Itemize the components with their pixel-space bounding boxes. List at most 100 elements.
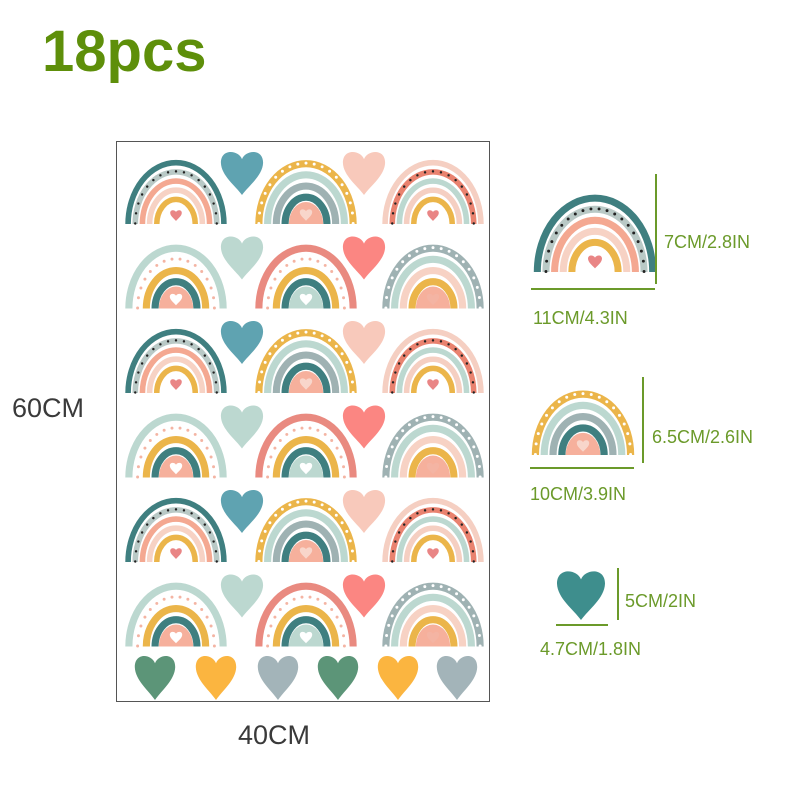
rainbow-dot xyxy=(260,370,264,374)
rainbow-dot xyxy=(136,644,140,648)
rainbow-dot xyxy=(391,550,395,553)
rainbow-dot xyxy=(137,371,140,374)
rainbow-dot xyxy=(339,624,343,628)
rainbow-dot xyxy=(465,193,469,196)
sheet-width-label: 40CM xyxy=(238,720,311,750)
rainbow-dot xyxy=(626,432,630,436)
rainbow-band xyxy=(399,436,467,478)
rainbow-band xyxy=(568,239,622,273)
rainbow-dot xyxy=(323,432,327,436)
rainbow-dot xyxy=(193,263,197,267)
rainbow-dot xyxy=(391,212,395,215)
rainbow-dot xyxy=(416,343,419,346)
rainbow-dot xyxy=(340,183,344,187)
rainbow-dot xyxy=(266,465,270,469)
rainbow-dot xyxy=(316,428,320,432)
rainbow-band xyxy=(272,436,340,478)
rainbow-dot xyxy=(304,499,308,503)
rainbow-dot xyxy=(143,446,147,450)
rainbow-dot xyxy=(152,178,155,182)
rainbow-dot xyxy=(471,212,475,215)
rainbow-sticker xyxy=(382,498,484,563)
rainbow-dot xyxy=(278,269,282,273)
rainbow-dot xyxy=(134,560,137,563)
small-heart-icon xyxy=(426,293,440,306)
rainbow-dot xyxy=(454,178,457,182)
rainbow-dot xyxy=(401,260,405,264)
rainbow-dot xyxy=(560,223,564,227)
rainbow-dot xyxy=(162,597,166,601)
rainbow-dot xyxy=(447,512,450,515)
rainbow-dot xyxy=(391,560,394,563)
rainbow-dot xyxy=(387,623,391,627)
rainbow-band xyxy=(540,401,626,456)
rainbow-dot xyxy=(136,306,140,310)
rainbow-dot xyxy=(348,539,352,543)
rainbow-dot xyxy=(416,512,419,515)
heart-sticker xyxy=(342,574,386,618)
rainbow-dot xyxy=(170,595,174,599)
rainbow-dot xyxy=(258,380,262,384)
small-heart-icon xyxy=(427,548,439,559)
rainbow-band xyxy=(142,605,210,647)
rainbow-dot xyxy=(345,529,349,533)
rainbow-dot xyxy=(439,340,443,343)
rainbow-dot xyxy=(278,607,282,611)
rainbow-dot xyxy=(186,428,190,432)
rainbow-dot xyxy=(266,644,270,648)
rainbow-band xyxy=(272,520,340,563)
rainbow-dot xyxy=(407,592,411,596)
rainbow-dot xyxy=(296,500,300,504)
rainbow-dot xyxy=(166,340,170,343)
rainbow-dot xyxy=(547,249,551,253)
rainbow-dot xyxy=(203,523,207,526)
rainbow-dot xyxy=(274,175,278,179)
rainbow-dot xyxy=(351,222,355,225)
rainbow-dot xyxy=(397,362,401,365)
rainbow-band xyxy=(559,227,631,273)
small-heart-icon xyxy=(170,548,182,559)
small-heart-icon xyxy=(588,255,602,269)
rainbow-band xyxy=(281,278,331,309)
rainbow-dot xyxy=(328,169,332,173)
rainbow-dot xyxy=(622,422,626,426)
rainbow-dot xyxy=(203,185,207,188)
rainbow-dot xyxy=(170,257,174,261)
heart-height-label: 5CM/2IN xyxy=(625,591,697,611)
rainbow-dot xyxy=(300,257,304,261)
rainbow-band xyxy=(399,267,467,309)
heart-sticker xyxy=(342,320,386,364)
rainbow-dot xyxy=(200,269,204,273)
rainbow-dot xyxy=(260,201,264,205)
rainbow-dot xyxy=(423,585,427,589)
rainbow-dot xyxy=(340,521,344,525)
rainbow-dot xyxy=(544,270,548,273)
rainbow-dot xyxy=(401,429,405,433)
rainbow-dot xyxy=(335,615,339,619)
rainbow-dot xyxy=(328,338,332,342)
rainbow-dot xyxy=(401,598,405,602)
rainbow-dot xyxy=(152,516,155,520)
rainbow-dot xyxy=(137,540,140,543)
heart-sticker xyxy=(220,151,264,195)
rainbow-dot xyxy=(145,185,149,188)
dimension-line xyxy=(530,467,634,469)
rainbow-dot xyxy=(182,171,186,174)
rainbow-dot xyxy=(308,426,312,430)
heart-sticker xyxy=(220,489,264,533)
small-heart-icon xyxy=(299,462,313,475)
rainbow-dot xyxy=(292,259,296,263)
rainbow-dot xyxy=(288,503,292,507)
small-heart-icon xyxy=(169,462,183,475)
dimension-line xyxy=(531,288,655,290)
rainbow-sticker xyxy=(382,582,484,648)
rainbow-dot xyxy=(431,415,435,419)
rainbow-band xyxy=(403,356,463,394)
rainbow-dot xyxy=(182,340,186,343)
rainbow-dot xyxy=(395,436,399,440)
rainbow-dot xyxy=(397,531,401,534)
rainbow-band xyxy=(255,244,357,309)
rainbow-dot xyxy=(269,624,273,628)
rainbow-sticker xyxy=(531,390,635,456)
rainbow-dot xyxy=(308,595,312,599)
